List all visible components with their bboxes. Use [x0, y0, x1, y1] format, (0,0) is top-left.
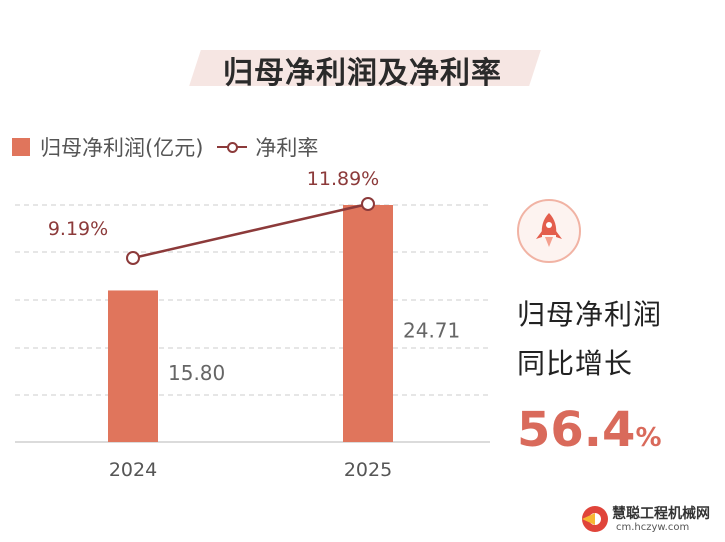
net-margin-label-2024: 9.19%: [48, 218, 108, 240]
bar-value-label-2024: 15.80: [168, 361, 225, 385]
chart-plot: 15.80 2024 24.71 2025 9.19% 11.89%: [15, 168, 490, 481]
watermark-url: cm.hczyw.com: [616, 522, 690, 533]
growth-value: 56.4%: [517, 402, 662, 458]
watermark-logo-icon: [582, 506, 608, 532]
growth-value-number: 56.4: [517, 402, 636, 458]
legend-bar-swatch: [12, 138, 30, 156]
growth-label-line1: 归母净利润: [517, 298, 663, 331]
bar-2025: [343, 205, 393, 442]
legend-line-label: 净利率: [255, 136, 319, 160]
net-margin-point-2024: [126, 251, 140, 265]
x-tick-label-2024: 2024: [109, 459, 157, 481]
growth-label-line2: 同比增长: [517, 347, 634, 380]
legend-bar-label: 归母净利润(亿元): [40, 136, 204, 160]
legend-item-bar: 归母净利润(亿元): [12, 132, 203, 162]
net-margin-point-2025: [361, 197, 375, 211]
watermark-name: 慧聪工程机械网: [612, 506, 710, 522]
net-margin-line: [132, 202, 369, 260]
bar-value-label-2025: 24.71: [403, 319, 460, 343]
legend-item-line: 净利率: [217, 132, 318, 162]
net-margin-label-2025: 11.89%: [307, 168, 379, 190]
legend: 归母净利润(亿元) 净利率: [12, 133, 332, 161]
legend-line-swatch: [217, 138, 248, 156]
growth-value-unit: %: [635, 423, 662, 453]
bar-2024: [108, 290, 158, 442]
x-tick-label-2025: 2025: [344, 459, 392, 481]
rocket-icon: [517, 199, 581, 263]
title-area: 归母净利润及净利率: [0, 40, 725, 100]
watermark: 慧聪工程机械网 cm.hczyw.com: [578, 500, 718, 538]
chart-title: 归母净利润及净利率: [223, 56, 502, 91]
